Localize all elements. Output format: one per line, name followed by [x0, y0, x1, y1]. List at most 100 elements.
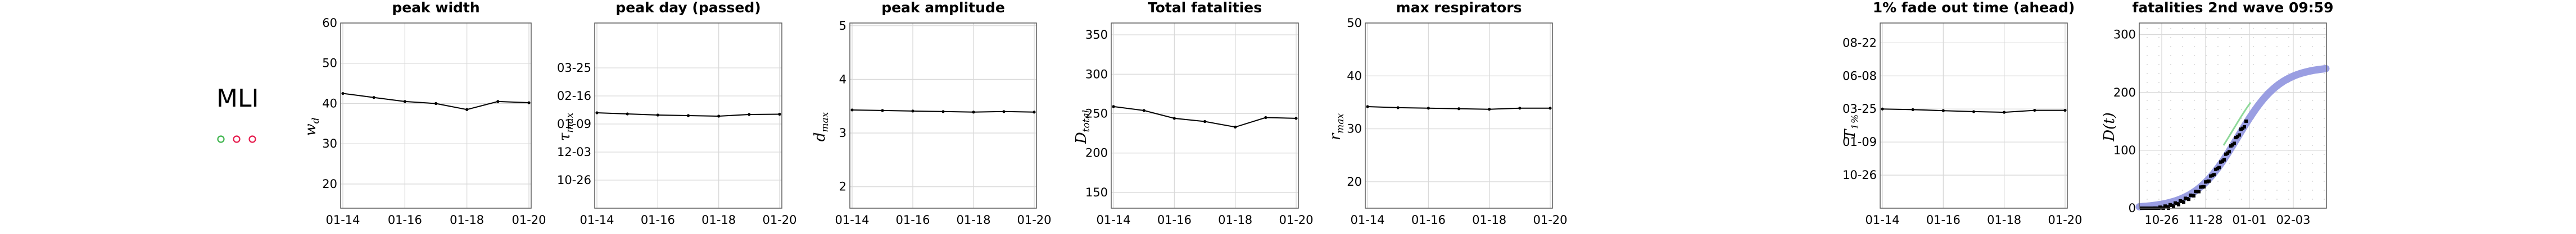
background-dot: [2276, 145, 2278, 146]
background-dot: [2241, 82, 2242, 83]
observed-point: [2222, 158, 2226, 162]
background-dot: [2182, 163, 2183, 164]
background-dot: [2194, 46, 2195, 47]
background-dot: [2217, 46, 2219, 47]
background-dot: [2217, 145, 2219, 146]
y-tick-label: 03-25: [1842, 102, 1877, 116]
background-dot: [2241, 100, 2242, 101]
background-dot: [2170, 172, 2171, 173]
y-axis-label: dmax: [812, 112, 831, 141]
data-point: [686, 114, 690, 117]
background-dot: [2170, 136, 2171, 137]
background-dot: [2170, 46, 2171, 47]
y-tick-label: 10-26: [557, 173, 591, 187]
background-dot: [2324, 145, 2325, 146]
background-dot: [2324, 91, 2325, 92]
background-dot: [2170, 127, 2171, 128]
x-tick-label: 02-03: [2276, 213, 2310, 227]
background-dot: [2276, 190, 2278, 191]
y-tick-label: 150: [1085, 186, 1108, 199]
background-dot: [2300, 154, 2301, 155]
background-dot: [2217, 136, 2219, 137]
background-dot: [2253, 73, 2254, 74]
background-dot: [2241, 37, 2242, 38]
chart-title: fatalities 2nd wave 09:59: [2132, 0, 2333, 16]
background-dot: [2324, 118, 2325, 119]
model-label: MLI: [216, 84, 259, 113]
background-dot: [2324, 190, 2325, 191]
background-dot: [2276, 109, 2278, 110]
background-dot: [2158, 181, 2160, 182]
x-tick-label: 01-20: [1017, 213, 1051, 227]
background-dot: [2312, 55, 2313, 56]
background-dot: [2253, 28, 2254, 29]
background-dot: [2217, 91, 2219, 92]
background-dot: [2217, 181, 2219, 182]
observed-point: [2228, 150, 2231, 154]
background-dot: [2229, 172, 2230, 173]
background-dot: [2265, 73, 2266, 74]
background-dot: [2253, 190, 2254, 191]
y-tick-label: 3: [839, 126, 846, 140]
plot-frame: [1880, 22, 2068, 209]
background-dot: [2194, 145, 2195, 146]
background-dot: [2158, 190, 2160, 191]
background-dot: [2147, 118, 2148, 119]
y-tick-label: 10-26: [1842, 168, 1877, 182]
observed-point: [2238, 133, 2241, 137]
background-dot: [2265, 199, 2266, 200]
background-dot: [2158, 46, 2160, 47]
background-dot: [2324, 82, 2325, 83]
observed-point: [2233, 141, 2236, 145]
y-axis-label: wd: [302, 117, 322, 136]
background-dot: [2312, 181, 2313, 182]
background-dot: [2288, 55, 2289, 56]
data-point: [341, 91, 345, 95]
background-dot: [2229, 55, 2230, 56]
background-dot: [2182, 28, 2183, 29]
background-dot: [2241, 109, 2242, 110]
background-dot: [2147, 181, 2148, 182]
background-dot: [2288, 199, 2289, 200]
background-dot: [2158, 37, 2160, 38]
y-axis-label: τmax: [556, 112, 576, 141]
data-point: [1941, 109, 1945, 112]
background-dot: [2229, 73, 2230, 74]
background-dot: [2194, 163, 2195, 164]
background-dot: [2217, 37, 2219, 38]
data-point: [1002, 110, 1006, 113]
background-dot: [2253, 64, 2254, 65]
x-tick-label: 01-18: [450, 213, 484, 227]
background-dot: [2276, 46, 2278, 47]
data-point: [1972, 110, 1976, 113]
observed-point: [2187, 198, 2190, 201]
y-tick-label: 250: [1085, 107, 1108, 120]
background-dot: [2194, 136, 2195, 137]
y-tick-label: 01-09: [1842, 135, 1877, 149]
background-dot: [2182, 64, 2183, 65]
background-dot: [2300, 181, 2301, 182]
observed-point: [2202, 185, 2206, 189]
background-dot: [2182, 91, 2183, 92]
x-tick-label: 01-20: [2048, 213, 2082, 227]
background-dot: [2170, 73, 2171, 74]
background-dot: [2147, 127, 2148, 128]
background-dot: [2194, 154, 2195, 155]
background-dot: [2182, 118, 2183, 119]
x-tick-label: 01-14: [325, 213, 360, 227]
observed-point: [2197, 190, 2201, 194]
marker-circle-0: [217, 135, 225, 143]
y-tick-label: 12-03: [557, 145, 591, 159]
chart-panel-4: max respirators rmax 20 30 40 50 01-14 01-16 01-…: [1327, 0, 1568, 227]
background-dot: [2276, 37, 2278, 38]
series-line: [1113, 105, 1297, 128]
background-dot: [2182, 109, 2183, 110]
data-point: [1457, 107, 1461, 111]
background-dot: [2253, 136, 2254, 137]
background-dot: [2288, 100, 2289, 101]
x-tick-label: 01-01: [2232, 213, 2266, 227]
background-dot: [2265, 163, 2266, 164]
background-dot: [2194, 127, 2195, 128]
background-dot: [2158, 109, 2160, 110]
data-point: [496, 100, 500, 103]
